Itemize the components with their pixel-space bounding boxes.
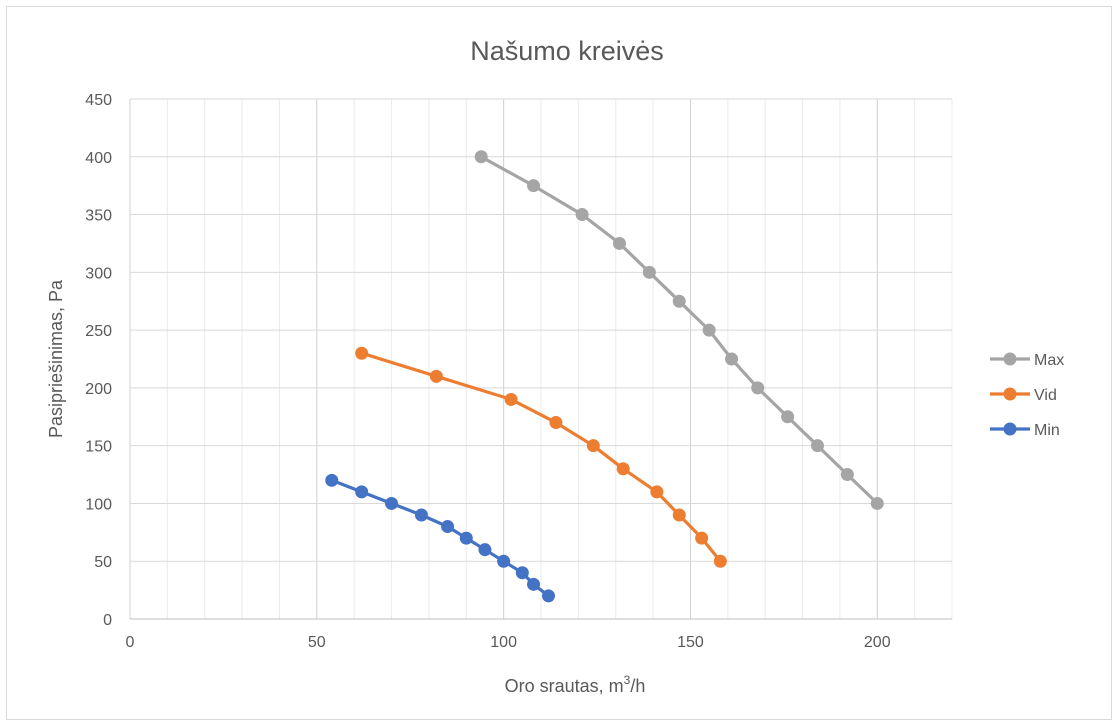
legend-item-max: Max: [990, 352, 1064, 369]
data-point: [429, 369, 443, 383]
series-max: [474, 150, 884, 510]
legend-label: Min: [1034, 422, 1060, 439]
data-point: [497, 554, 511, 568]
data-point: [549, 416, 563, 430]
data-point: [751, 381, 765, 395]
y-tick-label: 150: [85, 439, 112, 456]
x-tick-label: 100: [490, 634, 517, 651]
data-point: [612, 236, 626, 250]
data-point: [478, 543, 492, 557]
data-point: [441, 520, 455, 534]
legend-item-vid: Vid: [990, 387, 1057, 404]
legend-label: Vid: [1034, 387, 1057, 404]
y-tick-label: 0: [103, 612, 112, 629]
data-point: [527, 577, 541, 591]
legend-item-min: Min: [990, 422, 1060, 439]
x-tick-label: 50: [308, 634, 326, 651]
legend-label: Max: [1034, 352, 1064, 369]
data-point: [642, 265, 656, 279]
data-point: [650, 485, 664, 499]
series-min: [325, 473, 555, 603]
data-point: [527, 179, 541, 193]
data-point: [713, 554, 727, 568]
y-tick-label: 50: [94, 554, 112, 571]
data-point: [504, 392, 518, 406]
x-axis-title-main: Oro srautas, m: [505, 676, 624, 696]
data-point: [586, 439, 600, 453]
data-point: [810, 439, 824, 453]
data-point: [672, 508, 686, 522]
series-vid: [355, 346, 727, 568]
plot-series: [325, 150, 884, 603]
data-point: [459, 531, 473, 545]
chart-area: [6, 6, 1112, 720]
x-tick-label: 200: [864, 634, 891, 651]
tick-labels: 0 50 100 150 200 0 50 100 150 200 250 300 350 400 450: [85, 92, 890, 651]
series-line: [361, 351, 722, 563]
data-point: [781, 410, 795, 424]
data-point: [575, 208, 589, 222]
data-point: [515, 566, 529, 580]
legend: Max Vid Min: [990, 352, 1064, 439]
data-point: [695, 531, 709, 545]
y-tick-label: 250: [85, 323, 112, 340]
data-point: [702, 323, 716, 337]
data-point: [325, 473, 339, 487]
data-point: [385, 496, 399, 510]
legend-marker: [1003, 422, 1017, 436]
y-axis-title: Pasipriešinimas, Pa: [46, 279, 66, 438]
gridlines: [129, 98, 953, 620]
legend-marker: [1003, 352, 1017, 366]
y-tick-label: 300: [85, 265, 112, 282]
x-tick-label: 0: [126, 634, 135, 651]
legend-marker: [1003, 387, 1017, 401]
data-point: [355, 346, 369, 360]
data-point: [672, 294, 686, 308]
y-tick-label: 400: [85, 150, 112, 167]
data-point: [616, 462, 630, 476]
data-point: [474, 150, 488, 164]
x-axis-title-tail: /h: [630, 676, 645, 696]
chart-title: Našumo kreivės: [470, 36, 664, 66]
data-point: [414, 508, 428, 522]
y-tick-label: 100: [85, 496, 112, 513]
y-tick-label: 350: [85, 208, 112, 225]
data-point: [541, 589, 555, 603]
data-point: [355, 485, 369, 499]
data-point: [840, 468, 854, 482]
data-point: [870, 496, 884, 510]
x-tick-label: 150: [677, 634, 704, 651]
x-axis-title: Oro srautas, m3/h: [505, 673, 646, 696]
data-point: [725, 352, 739, 366]
y-tick-label: 200: [85, 381, 112, 398]
y-tick-label: 450: [85, 92, 112, 109]
x-axis-title-sup: 3: [624, 673, 631, 687]
